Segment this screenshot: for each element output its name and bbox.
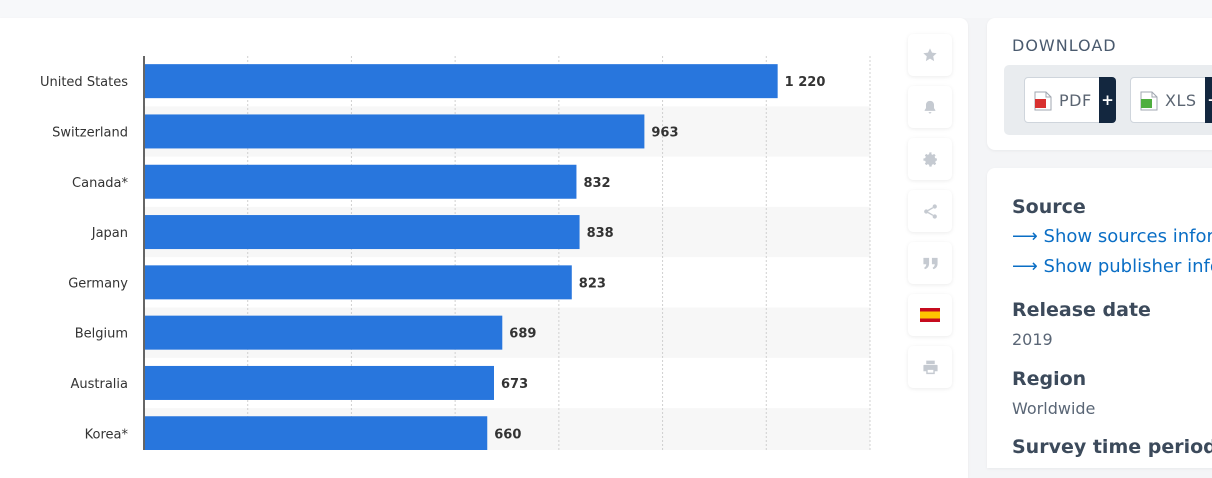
category-label: Australia xyxy=(70,377,128,392)
survey-period-heading: Survey time period xyxy=(1012,436,1212,458)
value-label: 963 xyxy=(651,125,678,140)
bar-chart: United States 1 220 Switzerland 963 Canada* 8… xyxy=(40,56,871,450)
bar[interactable] xyxy=(145,365,494,400)
flag-icon xyxy=(920,308,940,322)
show-publisher-link[interactable]: ⟶ Show publisher infor xyxy=(1012,256,1212,277)
xls-file-icon xyxy=(1140,91,1158,111)
favorite-button[interactable] xyxy=(908,34,952,76)
gear-icon xyxy=(922,151,937,167)
chart-panel: United States 1 220 Switzerland 963 Canada* 8… xyxy=(0,18,968,478)
info-panel: Source ⟶ Show sources inform ⟶ Show publ… xyxy=(987,168,1212,468)
release-date-value: 2019 xyxy=(1012,330,1053,349)
bar[interactable] xyxy=(145,114,645,149)
show-publisher-text: Show publisher infor xyxy=(1043,256,1212,277)
star-icon xyxy=(923,48,937,62)
release-date-heading: Release date xyxy=(1012,299,1151,321)
value-label: 689 xyxy=(509,327,536,342)
download-pdf-button[interactable]: PDF + xyxy=(1024,77,1116,123)
download-xls-button[interactable]: XLS + xyxy=(1130,77,1212,123)
value-label: 673 xyxy=(501,377,528,392)
category-label: Japan xyxy=(91,226,128,241)
download-options: PDF + XLS + xyxy=(1004,65,1212,135)
source-heading: Source xyxy=(1012,196,1086,218)
xls-plus: + xyxy=(1205,77,1212,123)
cite-button[interactable] xyxy=(908,242,952,284)
value-label: 832 xyxy=(583,176,610,191)
language-button[interactable] xyxy=(908,294,952,336)
pdf-plus: + xyxy=(1099,77,1116,123)
value-label: 838 xyxy=(587,226,614,241)
bar[interactable] xyxy=(145,215,580,250)
category-label: Belgium xyxy=(75,327,128,342)
share-icon xyxy=(923,203,937,219)
show-sources-link[interactable]: ⟶ Show sources inform xyxy=(1012,226,1212,247)
category-label: Korea* xyxy=(85,427,129,442)
category-label: Canada* xyxy=(72,176,128,191)
category-label: Germany xyxy=(68,276,128,291)
xls-label: XLS xyxy=(1165,91,1197,110)
print-icon xyxy=(922,360,938,375)
settings-button[interactable] xyxy=(908,138,952,180)
category-label: United States xyxy=(40,75,128,90)
top-strip xyxy=(0,0,1212,18)
value-label: 823 xyxy=(579,276,606,291)
notification-button[interactable] xyxy=(908,86,952,128)
download-panel: DOWNLOAD PDF + XLS + xyxy=(987,18,1212,150)
print-button[interactable] xyxy=(908,346,952,388)
download-title: DOWNLOAD xyxy=(1012,36,1117,55)
quote-icon xyxy=(922,257,938,269)
bar[interactable] xyxy=(145,315,503,350)
bell-icon xyxy=(924,100,936,113)
arrow-right-icon: ⟶ xyxy=(1012,256,1038,277)
region-heading: Region xyxy=(1012,368,1087,390)
share-button[interactable] xyxy=(908,190,952,232)
arrow-right-icon: ⟶ xyxy=(1012,226,1038,247)
bar[interactable] xyxy=(145,164,577,199)
category-label: Switzerland xyxy=(52,125,128,140)
region-value: Worldwide xyxy=(1012,399,1096,418)
value-label: 660 xyxy=(494,427,521,442)
bar[interactable] xyxy=(145,64,778,99)
bar[interactable] xyxy=(145,265,572,300)
show-sources-text: Show sources inform xyxy=(1043,226,1212,247)
pdf-file-icon xyxy=(1034,91,1052,111)
value-label: 1 220 xyxy=(785,75,826,90)
pdf-label: PDF xyxy=(1059,91,1092,110)
bar[interactable] xyxy=(145,416,488,450)
